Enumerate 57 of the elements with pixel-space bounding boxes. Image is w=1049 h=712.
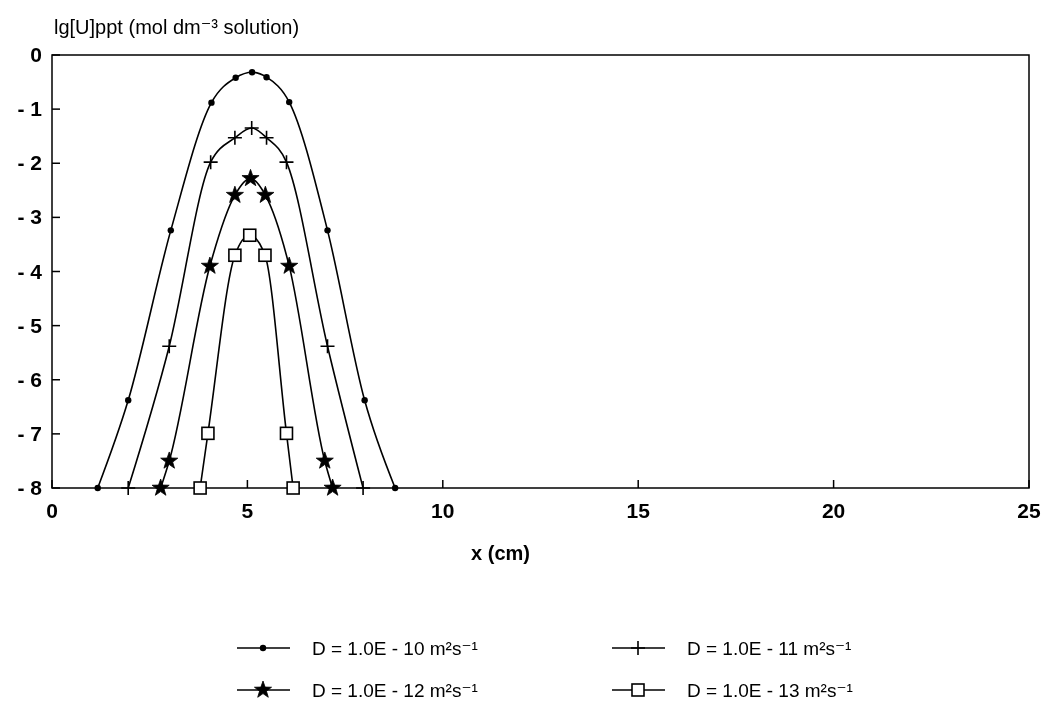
point bbox=[200, 256, 219, 274]
point bbox=[256, 185, 275, 203]
y-tick-label: - 3 bbox=[17, 205, 42, 229]
point bbox=[208, 99, 215, 106]
point bbox=[355, 480, 371, 496]
x-axis-title: x (cm) bbox=[471, 542, 530, 564]
point bbox=[258, 248, 272, 263]
point bbox=[248, 69, 256, 76]
y-tick-label: - 1 bbox=[17, 97, 43, 121]
point bbox=[167, 227, 174, 234]
point bbox=[243, 120, 260, 136]
point bbox=[241, 169, 260, 187]
point bbox=[361, 397, 368, 404]
point bbox=[278, 154, 295, 170]
point bbox=[120, 480, 137, 496]
x-tick-label: 25 bbox=[1017, 499, 1041, 522]
y-tick-label: - 2 bbox=[17, 151, 42, 175]
y-tick-label: - 6 bbox=[17, 367, 42, 391]
point bbox=[324, 227, 331, 234]
point bbox=[315, 451, 334, 469]
x-tick-label: 10 bbox=[431, 499, 455, 522]
y-tick-label: - 5 bbox=[17, 313, 43, 337]
point bbox=[279, 426, 294, 441]
y-tick-label: - 7 bbox=[17, 421, 42, 445]
legend-label: D = 1.0E - 13 m²s⁻¹ bbox=[687, 680, 853, 701]
point bbox=[161, 338, 178, 354]
point bbox=[323, 478, 342, 496]
y-tick-label: - 8 bbox=[17, 476, 43, 499]
y-tick-label: 0 bbox=[30, 43, 42, 66]
point bbox=[227, 130, 243, 146]
point bbox=[125, 397, 132, 404]
point bbox=[391, 484, 399, 492]
point bbox=[202, 154, 219, 170]
x-tick-label: 15 bbox=[626, 499, 651, 522]
y-axis-title: lg[U]ppt (mol dm⁻³ solution) bbox=[54, 16, 300, 38]
x-tick-label: 20 bbox=[821, 499, 846, 522]
y-tick-label: - 4 bbox=[17, 259, 43, 283]
legend-label: D = 1.0E - 12 m²s⁻¹ bbox=[312, 680, 478, 701]
point bbox=[280, 256, 299, 274]
x-tick-label: 5 bbox=[241, 499, 254, 522]
point bbox=[319, 338, 336, 354]
point bbox=[242, 228, 257, 243]
point bbox=[286, 98, 293, 106]
point bbox=[232, 74, 239, 81]
point bbox=[160, 451, 179, 469]
point bbox=[201, 426, 215, 441]
legend-label: D = 1.0E - 11 m²s⁻¹ bbox=[687, 638, 852, 659]
point bbox=[193, 481, 207, 495]
legend-label: D = 1.0E - 10 m²s⁻¹ bbox=[312, 638, 478, 659]
x-tick-label: 0 bbox=[46, 499, 58, 522]
point bbox=[225, 185, 244, 203]
point bbox=[263, 73, 270, 81]
point bbox=[228, 248, 242, 263]
point bbox=[94, 484, 101, 492]
point bbox=[286, 481, 300, 495]
point bbox=[258, 130, 275, 146]
point bbox=[151, 478, 170, 496]
